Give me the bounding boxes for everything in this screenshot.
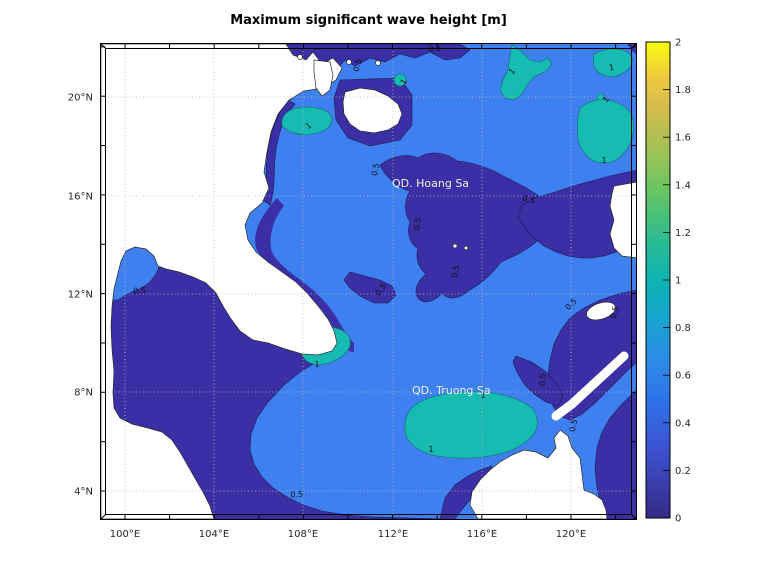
contour-labels: 0.50.50.50.50.50.50.50.50.50.50.50.50.51… [133, 44, 621, 500]
hainan-ne-patch [393, 73, 407, 87]
colorbar-tick-label: 0.2 [675, 466, 691, 477]
colorbar: 0 0.2 0.4 0.6 0.8 1 1.2 1.4 1.6 1.8 2 [645, 38, 691, 525]
wave-band-high [281, 44, 634, 459]
lat-tick-label: 12°N [68, 290, 93, 301]
contour-label: 0.5 [609, 305, 621, 320]
lat-tick-label: 20°N [68, 93, 93, 104]
colorbar-tick-label: 0.6 [675, 371, 691, 382]
map-area: 0.50.50.50.50.50.50.50.50.50.50.50.50.51… [101, 44, 636, 519]
contour-label: 0.5 [290, 489, 303, 499]
ne-snake-patch [499, 44, 553, 101]
lon-tick-label: 100°E [110, 529, 140, 540]
tonkin-patch [281, 106, 332, 136]
lon-tick-label: 112°E [378, 529, 408, 540]
wave-band-low [107, 44, 636, 519]
colorbar-tick-label: 1 [675, 276, 681, 287]
colorbar-tick-label: 1.8 [675, 85, 691, 96]
colorbar-tick-label: 1.2 [675, 228, 691, 239]
lon-tick-label: 104°E [199, 529, 229, 540]
contour-label: 0.5 [133, 285, 147, 296]
contour-label: 1 [428, 445, 433, 454]
leizhou-peninsula [313, 59, 334, 97]
chart-title: Maximum significant wave height [m] [230, 13, 507, 28]
colorbar-tick-label: 2 [675, 38, 681, 49]
contour-label: 1 [480, 391, 485, 400]
contour-label: 1 [601, 95, 611, 105]
map-frame [100, 43, 637, 520]
borneo [469, 429, 608, 519]
contour-label: 0.5 [370, 163, 381, 177]
hainan-island [342, 87, 403, 134]
truong-sa-label: QD. Truong Sa [412, 384, 491, 397]
contour-label: 1 [314, 360, 319, 369]
luzon-strait-patch [577, 99, 634, 164]
colorbar-tick-label: 1.6 [675, 133, 691, 144]
contour-label: 0.5 [412, 217, 422, 230]
land-masses [101, 44, 636, 519]
mindoro [586, 301, 616, 321]
contour-label: 1 [399, 77, 409, 86]
lat-tick-label: 4°N [74, 487, 93, 498]
colorbar-tick-label: 0.8 [675, 323, 691, 334]
contour-label: 1 [304, 121, 313, 131]
contour-label: 0.5 [450, 265, 461, 279]
lat-tick-label: 16°N [68, 192, 93, 203]
luzon [609, 181, 636, 259]
contour-label: 0.5 [352, 58, 364, 73]
lat-tick-label: 8°N [74, 388, 93, 399]
sea-labels: QD. Hoang Sa QD. Truong Sa [392, 177, 491, 397]
lon-tick-label: 116°E [467, 529, 497, 540]
colorbar-tick-label: 0 [675, 514, 681, 525]
hoang-sa-label: QD. Hoang Sa [392, 177, 469, 190]
contour-label: 1 [507, 67, 517, 77]
colorbar-tick-label: 1.4 [675, 180, 691, 191]
grid-lines [101, 44, 636, 519]
colorbar-tick-label: 0.4 [675, 418, 691, 429]
contour-label: 0.5 [537, 373, 547, 386]
truong-sa-patch [404, 391, 538, 459]
contour-label: 0.5 [568, 419, 579, 433]
contour-label: 1 [608, 63, 615, 73]
mainland [101, 44, 343, 519]
contour-label: 1 [601, 156, 606, 165]
contour-label: 0.5 [521, 194, 536, 206]
lon-tick-label: 120°E [556, 529, 586, 540]
lon-tick-label: 108°E [288, 529, 318, 540]
